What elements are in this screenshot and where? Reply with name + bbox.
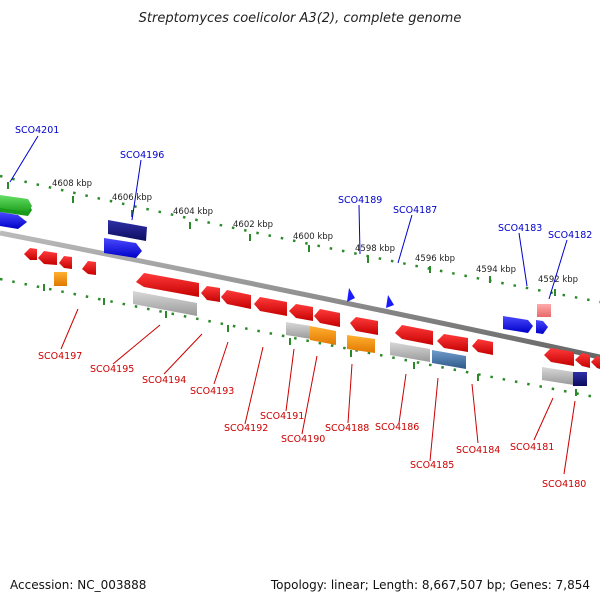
- forward-gene-sco4196: [108, 220, 147, 241]
- accession-text: Accession: NC_003888: [10, 578, 147, 592]
- forward-gene-sco4189: [347, 288, 355, 302]
- scale-label: 4596 kbp: [415, 254, 455, 264]
- reverse-gene: [395, 325, 433, 345]
- reverse-gene: [82, 261, 96, 275]
- reverse-gene-orange: [347, 335, 375, 353]
- gene-label-sco4183[interactable]: SCO4183: [498, 223, 542, 234]
- reverse-gene: [254, 297, 287, 316]
- scale-label: 4600 kbp: [293, 232, 333, 242]
- forward-gene-pink: [537, 304, 551, 317]
- gene-label-sco4185[interactable]: SCO4185: [410, 460, 454, 471]
- map-title: Streptomyces coelicolor A3(2), complete …: [139, 11, 462, 26]
- gene-label-sco4188[interactable]: SCO4188: [325, 423, 369, 434]
- gene-label-sco4195[interactable]: SCO4195: [90, 364, 134, 375]
- reverse-gene-gray: [133, 291, 197, 316]
- gene-label-sco4182[interactable]: SCO4182: [548, 230, 592, 241]
- gene-label-sco4196[interactable]: SCO4196: [120, 150, 164, 161]
- reverse-gene: [472, 339, 493, 355]
- reverse-gene-gray: [542, 367, 574, 385]
- reverse-gene: [201, 286, 220, 302]
- forward-gene-sco4183: [503, 316, 533, 333]
- reverse-gene: [437, 334, 468, 352]
- reverse-gene: [350, 317, 378, 335]
- gene-label-sco4190[interactable]: SCO4190: [281, 434, 325, 445]
- reverse-gene-steel: [432, 350, 466, 369]
- reverse-gene: [59, 256, 72, 269]
- reverse-gene-labels: SCO4197 SCO4195 SCO4194 SCO4193 SCO4192 …: [38, 351, 586, 490]
- gene-label-sco4180[interactable]: SCO4180: [542, 479, 586, 490]
- reverse-gene: [289, 304, 313, 321]
- reverse-gene-orange: [310, 326, 336, 345]
- scale-label: 4604 kbp: [173, 207, 213, 217]
- gene-label-sco4192[interactable]: SCO4192: [224, 423, 268, 434]
- reverse-gene: [38, 251, 57, 265]
- reverse-gene: [24, 248, 37, 260]
- genome-summary-text: Topology: linear; Length: 8,667,507 bp; …: [270, 578, 590, 592]
- gene-label-sco4189[interactable]: SCO4189: [338, 195, 382, 206]
- reverse-features: [24, 248, 600, 386]
- reverse-gene: [575, 353, 590, 368]
- reverse-gene: [136, 273, 199, 297]
- forward-gene-blue-left: [0, 212, 27, 229]
- reverse-gene-gray: [286, 322, 311, 339]
- reverse-gene: [591, 356, 600, 369]
- forward-gene-sco4182: [536, 320, 548, 334]
- gene-label-sco4194[interactable]: SCO4194: [142, 375, 186, 386]
- genome-backbone: [0, 230, 600, 360]
- gene-label-sco4197[interactable]: SCO4197: [38, 351, 82, 362]
- scale-label: 4598 kbp: [355, 244, 395, 254]
- scale-label: 4608 kbp: [52, 179, 92, 189]
- inner-tick-track: [0, 277, 600, 400]
- scale-labels: 4608 kbp 4606 kbp 4604 kbp 4602 kbp 4600…: [52, 179, 578, 285]
- reverse-gene-gray: [390, 342, 430, 362]
- reverse-leader-lines: [60, 308, 576, 475]
- gene-label-sco4186[interactable]: SCO4186: [375, 422, 419, 433]
- reverse-gene: [314, 309, 340, 327]
- scale-label: 4606 kbp: [112, 193, 152, 203]
- gene-label-sco4193[interactable]: SCO4193: [190, 386, 234, 397]
- outer-tick-track: [0, 174, 600, 304]
- forward-gene-labels: SCO4201 SCO4196 SCO4189 SCO4187 SCO4183 …: [15, 125, 592, 241]
- forward-gene-sco4201: [0, 195, 32, 212]
- gene-label-sco4187[interactable]: SCO4187: [393, 205, 437, 216]
- gene-label-sco4184[interactable]: SCO4184: [456, 445, 500, 456]
- forward-features: [0, 195, 551, 334]
- forward-gene-sco4187: [386, 295, 394, 308]
- forward-leader-lines: [9, 135, 568, 300]
- gene-label-sco4191[interactable]: SCO4191: [260, 411, 304, 422]
- reverse-gene-orange: [54, 272, 67, 286]
- scale-label: 4602 kbp: [233, 220, 273, 230]
- reverse-gene: [221, 290, 251, 309]
- reverse-gene: [544, 348, 574, 366]
- gene-label-sco4181[interactable]: SCO4181: [510, 442, 554, 453]
- reverse-gene-navy: [573, 372, 587, 386]
- scale-label: 4592 kbp: [538, 275, 578, 285]
- scale-label: 4594 kbp: [476, 265, 516, 275]
- gene-label-sco4201[interactable]: SCO4201: [15, 125, 59, 136]
- forward-gene-blue-mid: [104, 238, 142, 258]
